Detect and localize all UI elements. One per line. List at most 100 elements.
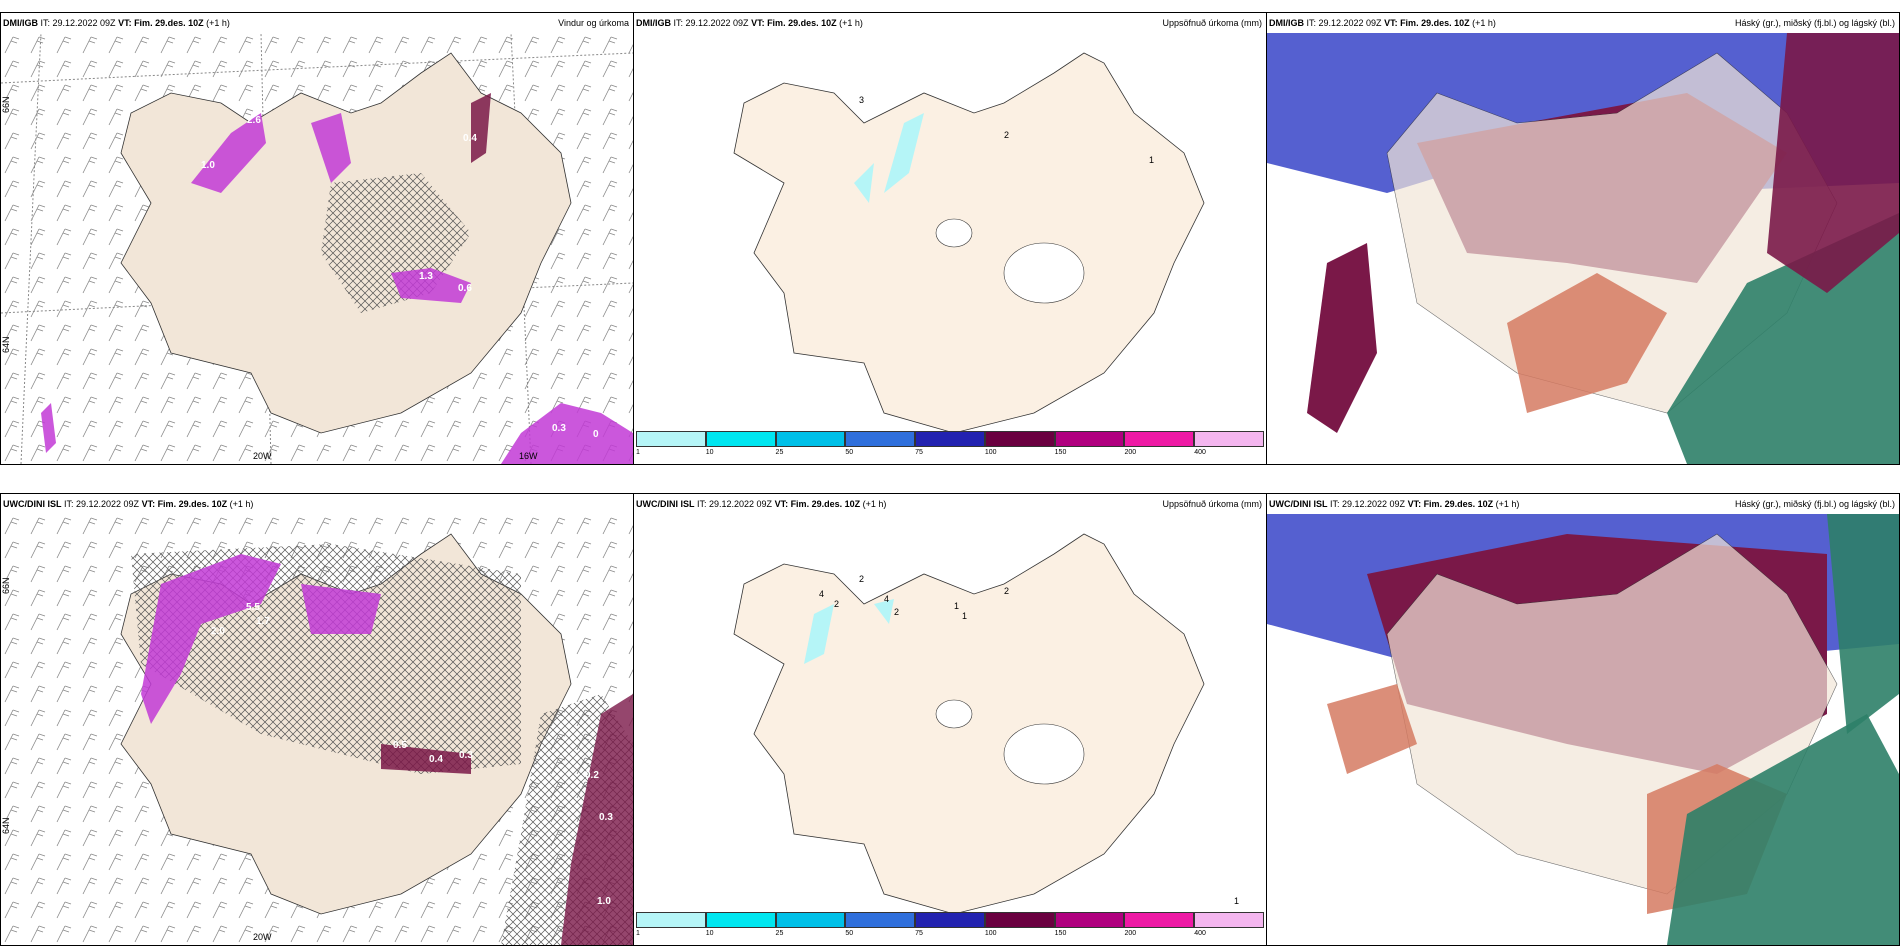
accum-value: 2 — [1004, 586, 1009, 596]
colorbar-segment — [915, 431, 985, 447]
colorbar-segment — [705, 431, 776, 447]
iceland-land — [733, 52, 1205, 434]
cloud-map — [1267, 514, 1899, 945]
accum-value: 3 — [859, 95, 864, 105]
colorbar — [636, 431, 1265, 447]
precip-value: 0.4 — [429, 754, 443, 765]
accum-value: 4 — [819, 589, 824, 599]
valid-time: VT: Fim. 29.des. 10Z — [1384, 18, 1470, 28]
colorbar — [636, 912, 1265, 928]
precip-value: 1.7 — [256, 616, 270, 627]
colorbar-tick: 400 — [1194, 930, 1206, 937]
lead-time: (+1 h) — [203, 18, 230, 28]
colorbar-segment — [1194, 912, 1265, 928]
lead-time: (+1 h) — [836, 18, 863, 28]
lat-label: 64N — [1, 336, 11, 353]
valid-time: VT: Fim. 29.des. 10Z — [1407, 499, 1494, 509]
lon-label: 20W — [253, 451, 272, 461]
colorbar-tick: 100 — [984, 930, 997, 937]
model-name: DMI/IGB — [636, 18, 671, 28]
panel-title: Uppsöfnuð úrkoma (mm) — [1162, 18, 1262, 28]
colorbar-tick: 10 — [705, 930, 714, 937]
wind-precip-panel-uwc: UWC/DINI ISL IT: 29.12.2022 09Z VT: Fim.… — [0, 493, 634, 946]
precip-value: 0.6 — [458, 283, 472, 294]
colorbar-segment — [1124, 431, 1195, 447]
colorbar-segment — [705, 912, 776, 928]
colorbar-segment — [636, 912, 706, 928]
colorbar-segment — [1124, 912, 1195, 928]
colorbar-segment — [636, 431, 706, 447]
precip-value: 2.6 — [247, 115, 261, 126]
colorbar-tick: 25 — [775, 930, 784, 937]
model-name: UWC/DINI ISL — [1269, 499, 1328, 509]
precip-value: 0.3 — [599, 812, 613, 823]
colorbar-tick: 400 — [1194, 449, 1206, 456]
colorbar-tick: 1 — [636, 930, 640, 937]
lat-label: 66N — [1, 96, 11, 113]
lat-label: 64N — [1, 817, 11, 834]
low-cloud — [1667, 714, 1899, 945]
accum-value: 1 — [1234, 896, 1239, 906]
precip-value: 5.5 — [246, 602, 260, 613]
colorbar-segment — [984, 912, 1055, 928]
colorbar-segment — [1054, 912, 1125, 928]
precip-value: 0.2 — [585, 770, 599, 781]
lead-time: (+1 h) — [1493, 499, 1520, 509]
precip-value: 0.3 — [552, 423, 566, 434]
issue-time: IT: 29.12.2022 09Z — [38, 18, 119, 28]
panel-header: UWC/DINI ISL IT: 29.12.2022 09Z VT: Fim.… — [636, 499, 1262, 509]
precip-value: 0.5 — [393, 740, 407, 751]
cloud-panel-uwc: UWC/DINI ISL IT: 29.12.2022 09Z VT: Fim.… — [1266, 493, 1900, 946]
valid-time: VT: Fim. 29.des. 10Z — [774, 499, 861, 509]
precip-value: 0.3 — [459, 750, 473, 761]
colorbar-tick: 200 — [1124, 930, 1137, 937]
colorbar-tick: 1 — [636, 449, 640, 456]
colorbar-segment — [775, 912, 846, 928]
colorbar-tick: 150 — [1054, 930, 1067, 937]
valid-time: VT: Fim. 29.des. 10Z — [751, 18, 837, 28]
accum-value: 1 — [1149, 155, 1154, 165]
model-name: UWC/DINI ISL — [3, 499, 62, 509]
panel-header: DMI/IGB IT: 29.12.2022 09Z VT: Fim. 29.d… — [636, 18, 1262, 28]
cloud-map — [1267, 33, 1899, 464]
colorbar-tick: 50 — [845, 930, 854, 937]
precip-value: 1.0 — [201, 160, 215, 171]
cloud-panel-dmi: DMI/IGB IT: 29.12.2022 09Z VT: Fim. 29.d… — [1266, 12, 1900, 465]
panel-header: UWC/DINI ISL IT: 29.12.2022 09Z VT: Fim.… — [1269, 499, 1895, 509]
precip-value: 2.0 — [211, 626, 225, 637]
colorbar-tick: 100 — [984, 449, 997, 456]
lon-label: 20W — [253, 932, 272, 942]
colorbar-tick: 200 — [1124, 449, 1137, 456]
panel-title: Vindur og úrkoma — [558, 18, 629, 28]
precip-value: 0.4 — [463, 133, 477, 144]
accum-value: 2 — [834, 599, 839, 609]
panel-header: DMI/IGB IT: 29.12.2022 09Z VT: Fim. 29.d… — [1269, 18, 1895, 28]
colorbar-segment — [984, 431, 1055, 447]
iceland-land — [733, 533, 1205, 915]
colorbar-tick: 75 — [915, 449, 923, 456]
colorbar-segment — [845, 431, 916, 447]
panel-header: UWC/DINI ISL IT: 29.12.2022 09Z VT: Fim.… — [3, 499, 629, 509]
colorbar-segment — [1054, 431, 1125, 447]
lon-label: 16W — [519, 451, 538, 461]
accum-map: 3 2 1 1 2 — [652, 52, 1205, 438]
accum-precip-panel-dmi: DMI/IGB IT: 29.12.2022 09Z VT: Fim. 29.d… — [633, 12, 1267, 465]
colorbar-segment — [915, 912, 985, 928]
colorbar-segment — [1194, 431, 1265, 447]
accum-value: 1 — [962, 611, 967, 621]
accum-map: 4 2 4 2 2 1 1 2 1 — [733, 533, 1239, 915]
accum-value: 4 — [884, 594, 889, 604]
colorbar-segment — [775, 431, 846, 447]
panel-header: DMI/IGB IT: 29.12.2022 09Z VT: Fim. 29.d… — [3, 18, 629, 28]
lead-time: (+1 h) — [860, 499, 887, 509]
model-name: UWC/DINI ISL — [636, 499, 695, 509]
lead-time: (+1 h) — [227, 499, 254, 509]
colorbar-segment — [845, 912, 916, 928]
model-name: DMI/IGB — [1269, 18, 1304, 28]
model-name: DMI/IGB — [3, 18, 38, 28]
accum-value: 2 — [894, 607, 899, 617]
accum-value: 2 — [859, 574, 864, 584]
colorbar-tick: 50 — [845, 449, 854, 456]
colorbar-tick: 75 — [915, 930, 923, 937]
issue-time: IT: 29.12.2022 09Z — [1304, 18, 1385, 28]
